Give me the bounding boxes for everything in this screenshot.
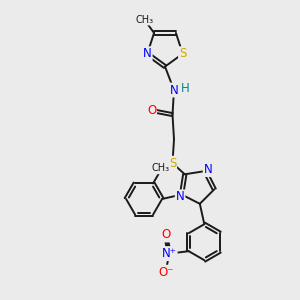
- Text: CH₃: CH₃: [152, 164, 170, 173]
- Text: N: N: [176, 190, 184, 203]
- Text: CH₃: CH₃: [135, 15, 153, 25]
- Text: N: N: [143, 47, 152, 60]
- Text: S: S: [179, 47, 186, 60]
- Text: O⁻: O⁻: [158, 266, 174, 279]
- Text: O: O: [162, 229, 171, 242]
- Text: N: N: [169, 83, 178, 97]
- Text: S: S: [169, 157, 176, 170]
- Text: N⁺: N⁺: [162, 247, 177, 260]
- Text: N: N: [204, 163, 212, 176]
- Text: O: O: [147, 104, 156, 118]
- Text: H: H: [181, 82, 190, 95]
